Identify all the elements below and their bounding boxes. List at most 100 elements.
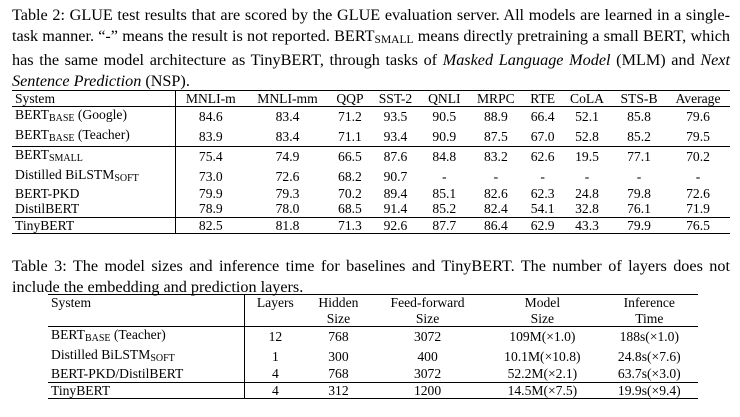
column-header: RTE <box>523 90 562 108</box>
value-cell: 70.2 <box>665 146 730 167</box>
value-cell: 62.6 <box>523 146 562 167</box>
table-row: BERTSMALL 75.4 74.9 66.5 87.6 84.8 83.2 62.6 19.… <box>12 146 730 167</box>
value-cell: 79.8 <box>627 186 651 202</box>
column-header: Layers <box>244 293 306 311</box>
column-header: System <box>12 90 176 108</box>
system-name: BERT <box>15 107 49 123</box>
table-row: BERTBASE (Google) 84.6 83.4 71.2 93.5 90.5 88.… <box>12 106 730 127</box>
caption-segment: Masked Language Model <box>442 51 611 69</box>
value-cell: 78.0 <box>275 201 300 217</box>
column-header: SST-2 <box>370 90 421 108</box>
system-name-suffix: (Google) <box>74 107 127 123</box>
value-cell: 1 <box>271 348 279 364</box>
caption-segment: (NSP). <box>141 71 190 90</box>
column-header <box>48 310 245 328</box>
value-cell: 768 <box>328 329 349 345</box>
value-cell: 82.4 <box>483 201 508 217</box>
system-name-cell: Distilled BiLSTMSOFT <box>12 166 176 187</box>
value-cell: 70.2 <box>338 186 362 202</box>
value-cell: 52.2M(×2.1) <box>507 366 578 382</box>
value-cell: 85.2 <box>627 128 651 144</box>
system-name-cell: BERT-PKD <box>12 186 176 202</box>
value-cell: 63.7s(×3.0) <box>617 366 681 382</box>
table-row: BERT-PKD/DistilBERT 4 768 3072 52.2M(×2.1) 63… <box>48 366 698 383</box>
value-cell: 85.2 <box>432 201 457 217</box>
table2-header-row: System MNLI-m MNLI-mm QQP SST-2 QNLI MRPC RTE Co… <box>12 90 730 108</box>
table3-caption: Table 3: The model sizes and inference t… <box>12 257 730 296</box>
value-cell: 77.1 <box>612 146 666 167</box>
system-name: BERT <box>15 147 49 163</box>
value-cell: 62.9 <box>523 216 562 235</box>
value-cell: 83.4 <box>275 109 300 125</box>
value-cell: - <box>695 168 701 184</box>
system-name: TinyBERT <box>51 382 111 398</box>
value-cell: 79.3 <box>275 186 300 202</box>
system-name-subscript: BASE <box>84 333 111 345</box>
system-name-subscript: BASE <box>48 132 75 144</box>
column-header: Inference <box>600 293 698 311</box>
value-cell: 90.5 <box>432 109 457 125</box>
value-cell: 79.5 <box>686 128 710 144</box>
system-name-subscript: SMALL <box>48 153 83 165</box>
value-cell: 188s(×1.0) <box>619 329 680 345</box>
value-cell: 19.9s(×9.4) <box>600 381 698 400</box>
value-cell: 87.6 <box>370 146 421 167</box>
value-cell: - <box>584 168 590 184</box>
system-name-cell: BERTSMALL <box>12 146 176 167</box>
value-cell: 68.2 <box>338 168 362 184</box>
system-name-cell: BERTBASE (Teacher) <box>12 126 176 147</box>
value-cell: 312 <box>305 381 371 400</box>
value-cell: 75.4 <box>175 146 246 167</box>
column-header: MNLI-mm <box>245 90 330 108</box>
value-cell: 4 <box>271 366 279 382</box>
column-header: QQP <box>329 90 371 108</box>
system-name-suffix: (Teacher) <box>74 126 130 142</box>
value-cell: 3072 <box>413 329 442 345</box>
system-name-cell: TinyBERT <box>48 381 245 400</box>
value-cell: 3072 <box>413 366 442 382</box>
column-header: CoLA <box>561 90 613 108</box>
value-cell: 84.8 <box>420 146 469 167</box>
system-name: Distilled BiLSTM <box>51 346 151 362</box>
value-cell: 71.9 <box>686 201 710 217</box>
table2-glue-results: System MNLI-m MNLI-mm QQP SST-2 QNLI MRPC RTE Co… <box>12 90 730 235</box>
table-row: Distilled BiLSTMSOFT 1 300 400 10.1M(×10.8) 2… <box>48 346 698 367</box>
column-header: System <box>48 293 245 311</box>
value-cell: 83.4 <box>275 128 300 144</box>
system-name: Distilled BiLSTM <box>15 166 115 182</box>
value-cell: 88.9 <box>483 109 508 125</box>
value-cell: 62.3 <box>530 186 555 202</box>
caption-segment: Next Sentence Prediction <box>12 51 730 90</box>
value-cell: 52.1 <box>575 109 599 125</box>
system-name-cell: BERT-PKD/DistilBERT <box>48 366 245 383</box>
value-cell: 90.7 <box>383 168 408 184</box>
value-cell: 85.1 <box>432 186 457 202</box>
table2-caption: Table 2: GLUE test results that are scor… <box>12 5 730 91</box>
value-cell: 93.4 <box>383 128 408 144</box>
value-cell: 71.1 <box>338 128 362 144</box>
caption-segment: means directly pretraining a small BERT,… <box>12 26 730 70</box>
value-cell: 76.1 <box>627 201 651 217</box>
table-row: DistilBERT 78.9 78.0 68.5 91.4 85.2 82.4 54.1 32… <box>12 201 730 218</box>
column-header: MNLI-m <box>175 90 246 108</box>
value-cell: 79.9 <box>198 186 223 202</box>
value-cell: 90.9 <box>432 128 457 144</box>
system-name-suffix: (Teacher) <box>110 327 166 343</box>
value-cell: 4 <box>244 381 306 400</box>
table-row: BERTBASE (Teacher) 83.9 83.4 71.1 93.4 90.9 87… <box>12 126 730 147</box>
system-name-cell: TinyBERT <box>12 216 176 235</box>
value-cell: 71.2 <box>338 109 362 125</box>
column-header: Model <box>484 293 601 311</box>
system-name-cell: Distilled BiLSTMSOFT <box>48 346 245 367</box>
value-cell: 83.9 <box>198 128 223 144</box>
system-name: BERT <box>51 327 85 343</box>
value-cell: 66.4 <box>530 109 555 125</box>
value-cell: 87.5 <box>483 128 508 144</box>
value-cell: 768 <box>328 366 349 382</box>
value-cell: 87.7 <box>420 216 469 235</box>
value-cell: 54.1 <box>530 201 555 217</box>
value-cell: 24.8 <box>575 186 599 202</box>
system-name-subscript: SOFT <box>150 352 175 364</box>
value-cell: 1200 <box>370 381 485 400</box>
value-cell: 32.8 <box>575 201 599 217</box>
